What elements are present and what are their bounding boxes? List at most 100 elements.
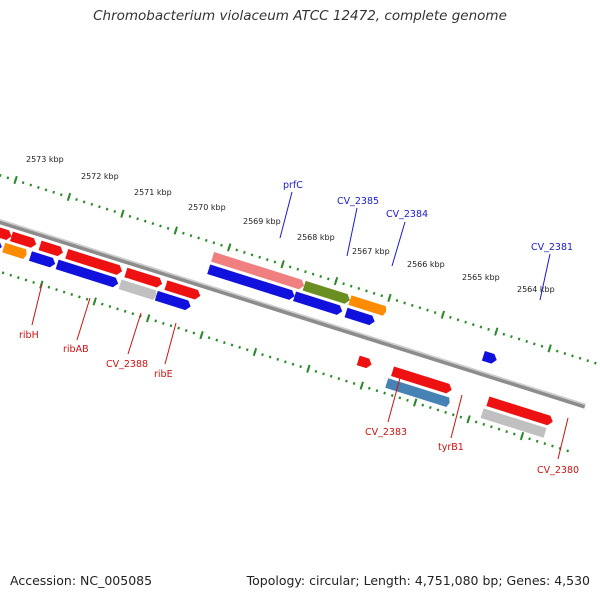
tick-dot — [189, 234, 193, 238]
tick-major — [13, 175, 18, 185]
tick-dot — [403, 301, 406, 305]
tick-dot — [490, 425, 493, 429]
tick-dot — [59, 193, 63, 197]
gene-arrow[interactable] — [118, 279, 158, 300]
tick-dot — [578, 356, 582, 360]
tick-dot — [131, 312, 135, 316]
tick-dot — [17, 276, 20, 280]
gene-arrow[interactable] — [211, 252, 306, 290]
kbp-label: 2567 kbp — [352, 247, 390, 256]
tick-dot — [85, 297, 89, 301]
gene-label-cv2383[interactable]: CV_2383 — [365, 427, 407, 438]
tick-dot — [512, 432, 516, 436]
tick-dot — [555, 349, 559, 353]
tick-dot — [471, 323, 475, 327]
tick-dot — [337, 377, 341, 381]
gene-label-prfc[interactable]: prfC — [283, 180, 303, 191]
tick-dot — [525, 339, 529, 343]
kbp-label: 2564 kbp — [517, 285, 555, 294]
tick-major — [440, 310, 446, 319]
tick-dot — [47, 285, 51, 289]
tick-dot — [151, 222, 155, 226]
gene-arrow[interactable] — [164, 280, 201, 300]
tick-dot — [372, 291, 376, 295]
tick-major — [494, 327, 499, 336]
tick-dot — [98, 205, 101, 209]
tick-dot — [319, 274, 323, 278]
tick-dot — [32, 280, 35, 284]
tick-dot — [444, 410, 447, 414]
tick-dot — [418, 306, 422, 310]
tick-dot — [571, 354, 574, 358]
tick-major — [92, 297, 97, 306]
tick-dot — [429, 406, 432, 410]
gene-arrow[interactable] — [344, 307, 377, 327]
gene-label-tyrb1[interactable]: tyrB1 — [438, 442, 464, 453]
tick-dot — [357, 287, 361, 291]
gene-arrow[interactable] — [385, 378, 451, 408]
tick-dot — [90, 202, 94, 206]
tick-dot — [451, 413, 455, 417]
tick-dot — [380, 294, 384, 298]
gene-arrow[interactable] — [486, 396, 554, 427]
gene-label-ribe[interactable]: ribE — [154, 369, 173, 380]
gene-label-cv2380[interactable]: CV_2380 — [537, 465, 579, 476]
tick-dot — [177, 326, 180, 330]
gene-arrow[interactable] — [0, 224, 13, 241]
gene-label-ribab[interactable]: ribAB — [63, 344, 89, 355]
kbp-label: 2571 kbp — [134, 188, 172, 197]
tick-dot — [29, 183, 33, 187]
gene-arrow[interactable] — [356, 355, 373, 370]
gene-arrow[interactable] — [55, 259, 120, 289]
gene-arrow[interactable] — [124, 267, 163, 289]
tick-dot — [1, 271, 5, 275]
gene-label-cv2385[interactable]: CV_2385 — [337, 196, 379, 207]
kbp-label: 2570 kbp — [188, 203, 226, 212]
tick-dot — [238, 345, 241, 349]
tick-dot — [113, 210, 117, 214]
gene-arrow[interactable] — [302, 280, 352, 305]
tick-major — [173, 226, 178, 235]
tick-dot — [540, 344, 544, 348]
tick-dot — [6, 176, 10, 180]
tick-dot — [55, 288, 58, 292]
summary-text: Topology: circular; Length: 4,751,080 bp… — [246, 573, 590, 588]
gene-arrow[interactable] — [2, 242, 28, 260]
gene-arrow[interactable] — [293, 291, 344, 317]
gene-label-cv2388[interactable]: CV_2388 — [106, 359, 148, 370]
tick-dot — [482, 422, 486, 426]
gene-arrow[interactable] — [481, 351, 498, 365]
tick-dot — [533, 342, 536, 346]
gene-arrows — [0, 224, 554, 438]
kbp-label: 2573 kbp — [26, 155, 64, 164]
tick-dot — [143, 219, 147, 223]
tick-dot — [100, 302, 104, 306]
tick-major — [547, 344, 552, 353]
kbp-label: 2566 kbp — [407, 260, 445, 269]
tick-dot — [169, 324, 173, 328]
gene-label-cv2384[interactable]: CV_2384 — [386, 209, 428, 220]
gene-arrow[interactable] — [154, 290, 192, 311]
gene-arrow[interactable] — [28, 251, 57, 268]
gene-arrow[interactable] — [391, 366, 453, 394]
gene-arrow[interactable] — [480, 408, 547, 438]
tick-dot — [273, 260, 277, 264]
tick-dot — [436, 408, 440, 412]
tick-dot — [299, 365, 302, 369]
tick-dot — [594, 361, 597, 365]
gene-arrow[interactable] — [9, 231, 38, 249]
tick-dot — [261, 353, 264, 357]
gene-arrow[interactable] — [65, 249, 123, 276]
gene-label-ribh[interactable]: ribH — [19, 330, 39, 341]
tick-dot — [543, 442, 547, 446]
tick-dot — [192, 331, 196, 335]
tick-dot — [116, 307, 119, 311]
tick-dot — [284, 360, 287, 364]
gene-arrow[interactable] — [348, 295, 387, 316]
tick-dot — [21, 181, 25, 185]
tick-major — [306, 364, 311, 373]
gene-arrow[interactable] — [0, 236, 3, 252]
gene-arrow[interactable] — [207, 264, 296, 301]
gene-label-cv2381[interactable]: CV_2381 — [531, 242, 573, 253]
gene-arrow[interactable] — [38, 240, 65, 258]
